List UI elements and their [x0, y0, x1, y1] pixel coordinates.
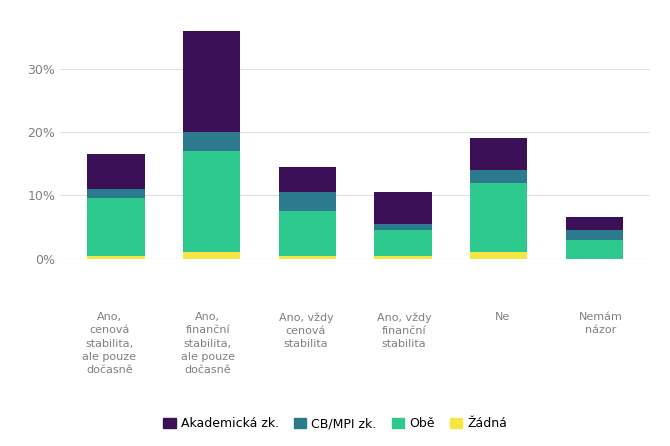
Bar — [87, 189, 145, 198]
Bar — [279, 211, 336, 256]
Bar — [87, 198, 145, 256]
Bar — [279, 192, 336, 211]
Bar — [375, 230, 431, 256]
Bar — [470, 252, 527, 259]
Bar — [565, 218, 623, 230]
Bar — [375, 192, 431, 224]
Bar — [87, 256, 145, 259]
Bar — [565, 230, 623, 240]
Bar — [375, 256, 431, 259]
Bar — [279, 167, 336, 192]
Legend: Akademická zk., CB/MPI zk., Obě, Žádná: Akademická zk., CB/MPI zk., Obě, Žádná — [158, 412, 512, 435]
Text: Ne: Ne — [495, 312, 510, 322]
Bar — [87, 154, 145, 189]
Bar — [183, 151, 241, 252]
Bar — [470, 138, 527, 170]
Bar — [470, 182, 527, 252]
Bar — [470, 170, 527, 182]
Bar — [565, 240, 623, 259]
Text: Ano, vždy
cenová
stabilita: Ano, vždy cenová stabilita — [279, 312, 334, 349]
Text: Nemám
názor: Nemám názor — [579, 312, 622, 335]
Bar — [183, 132, 241, 151]
Text: Ano,
cenová
stabilita,
ale pouze
dočasně: Ano, cenová stabilita, ale pouze dočasně — [82, 312, 137, 375]
Bar — [183, 30, 241, 132]
Text: Ano, vždy
finanční
stabilita: Ano, vždy finanční stabilita — [377, 312, 431, 349]
Text: Ano,
finanční
stabilita,
ale pouze
dočasně: Ano, finanční stabilita, ale pouze dočas… — [181, 312, 234, 375]
Bar — [279, 256, 336, 259]
Bar — [183, 252, 241, 259]
Bar — [375, 224, 431, 230]
